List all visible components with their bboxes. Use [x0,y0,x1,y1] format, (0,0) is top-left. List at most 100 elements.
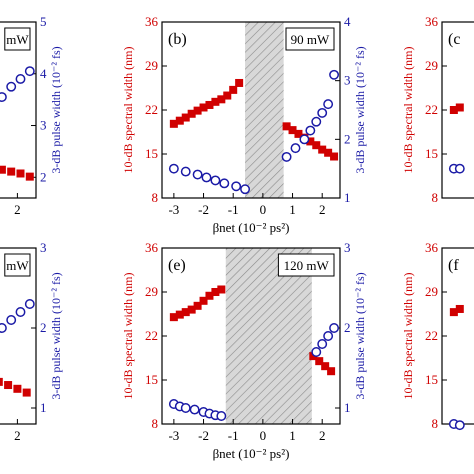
pulse-width-point [216,411,227,421]
y-tick-label: 15 [145,372,158,387]
panel-6: 8 15 22 29 36 10-dB spectral width (nm) (f [401,240,474,431]
pulse-width-point [323,331,334,341]
y2-tick-label: 2 [40,169,47,184]
spectral-width-point [205,291,214,300]
plot-frame [0,21,37,199]
spectral-width-point [282,122,291,131]
y2-tick-label: 3 [40,240,47,255]
y-tick-label: 8 [432,190,439,205]
pulse-width-point [454,163,465,174]
spectral-width-point [0,377,3,386]
spectral-width-point [0,165,6,174]
spectral-width-point [7,167,16,176]
y-tick-label: 22 [425,328,438,343]
y2-tick-label: 1 [344,190,351,205]
y2-tick-label: 1 [40,400,47,415]
pulse-width-point [219,178,230,189]
y2-tick-label: 2 [40,320,47,335]
spectral-width-point [318,145,327,154]
y2-tick-label: 3 [344,73,351,88]
spectral-width-point [327,367,336,376]
y2-tick-label: 3 [344,240,351,255]
spectral-width-point [169,119,178,128]
pulse-width-point [290,143,301,154]
x-axis-label: βnet (10⁻² ps²) [213,446,290,461]
pulse-width-point [168,163,179,174]
spectral-width-point [16,169,25,178]
x-tick-label: -3 [168,428,179,443]
spectral-width-point [193,301,202,310]
spectral-width-point [449,308,458,317]
y-axis-label: 10-dB spectral width (nm) [401,47,415,174]
panel-5: -3 -2 -1 0 1 2 8 15 22 29 36 10-dB spectral width (… [121,240,367,461]
x-tick-label: -2 [198,202,209,217]
x-tick-label: 2 [319,428,326,443]
y-tick-label: 22 [145,328,158,343]
spectral-width-point [199,103,208,112]
y-tick-label: 8 [152,416,159,431]
y-axis-label: 10-dB spectral width (nm) [121,273,135,400]
spectral-width-point [25,172,34,181]
spectral-width-point [288,126,297,135]
y2-tick-label: 2 [344,320,351,335]
y2-tick-label: 4 [344,14,351,29]
power-label-box [285,27,335,51]
spectral-width-point [309,352,318,361]
x-tick-label: -1 [228,428,239,443]
power-label: 90 mW [291,32,330,47]
pulse-width-point [240,184,251,195]
zero-gdd-shaded-region [225,248,312,424]
pulse-width-point [311,116,322,127]
spectral-width-point [321,362,330,371]
y-tick-label: 29 [145,284,158,299]
x-tick-label: 1 [289,202,296,217]
spectral-width-point [187,109,196,118]
y-tick-label: 29 [425,58,438,73]
panel-label: (f [448,257,459,274]
pulse-width-point [180,403,191,413]
power-label: mW [6,32,29,47]
power-label-box [4,27,31,51]
power-label-box [4,253,31,277]
pulse-width-point [180,166,191,177]
y-tick-label: 36 [425,240,439,255]
y-tick-label: 22 [145,102,158,117]
spectral-width-point [169,313,178,322]
pulse-width-point [15,73,26,84]
y2-axis-label: 3-dB pulse width (10⁻² fs) [49,46,63,173]
spectral-width-point [211,97,220,106]
spectral-width-point [22,388,31,397]
y-tick-label: 36 [425,14,439,29]
x-tick-label: 2 [14,202,21,217]
spectral-width-point [175,310,184,319]
panel-label: (e) [168,257,186,274]
power-label: mW [6,258,29,273]
pulse-width-point [317,107,328,118]
pulse-width-point [189,404,200,415]
pulse-width-point [0,323,7,333]
y-tick-label: 29 [145,58,158,73]
pulse-width-point [201,172,212,183]
y-axis-label: 10-dB spectral width (nm) [121,47,135,174]
spectral-width-point [330,152,339,161]
spectral-width-point [324,148,333,157]
spectral-width-point [181,308,190,317]
zero-gdd-shaded-region [245,22,284,198]
y-tick-label: 8 [152,190,159,205]
spectral-width-point [13,384,22,393]
spectral-width-point [193,106,202,115]
panel-label: (b) [168,31,187,48]
panel-3: 8 15 22 29 36 10-dB spectral width (nm) (c [401,14,474,205]
x-tick-label: 0 [260,202,267,217]
y-tick-label: 15 [425,372,438,387]
y-tick-label: 36 [145,14,159,29]
x-tick-label: 0 [260,428,267,443]
y-axis-label: 10-dB spectral width (nm) [401,273,415,400]
y2-axis-label: 3-dB pulse width (10⁻² fs) [353,46,367,173]
y-tick-label: 22 [425,102,438,117]
panel-1: 2 2 3 4 5 3-dB pulse width (10⁻² fs) mW [0,14,63,217]
spectral-width-point [455,304,464,313]
pulse-width-point [24,299,35,309]
panel-4: 2 1 2 3 3-dB pulse width (10⁻² fs) mW [0,240,63,443]
